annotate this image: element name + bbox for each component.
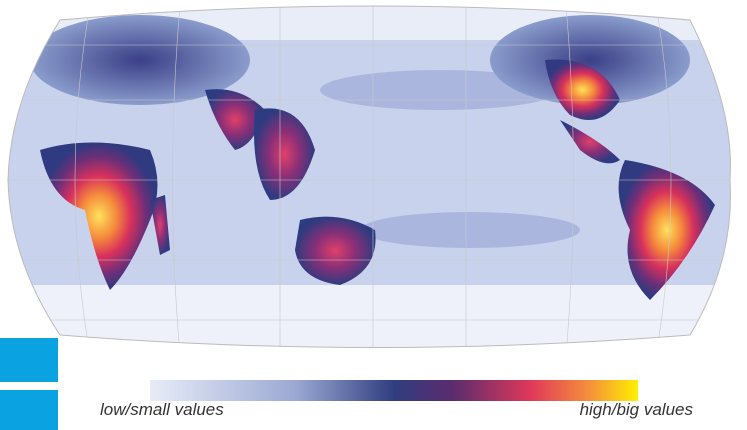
side-tab — [0, 390, 58, 430]
side-tab — [0, 338, 58, 382]
legend-low-label: low/small values — [100, 400, 224, 419]
legend-high-label: high/big values — [579, 400, 693, 419]
map-body — [8, 6, 731, 348]
color-bar — [150, 380, 638, 401]
map-outline — [7, 5, 731, 348]
